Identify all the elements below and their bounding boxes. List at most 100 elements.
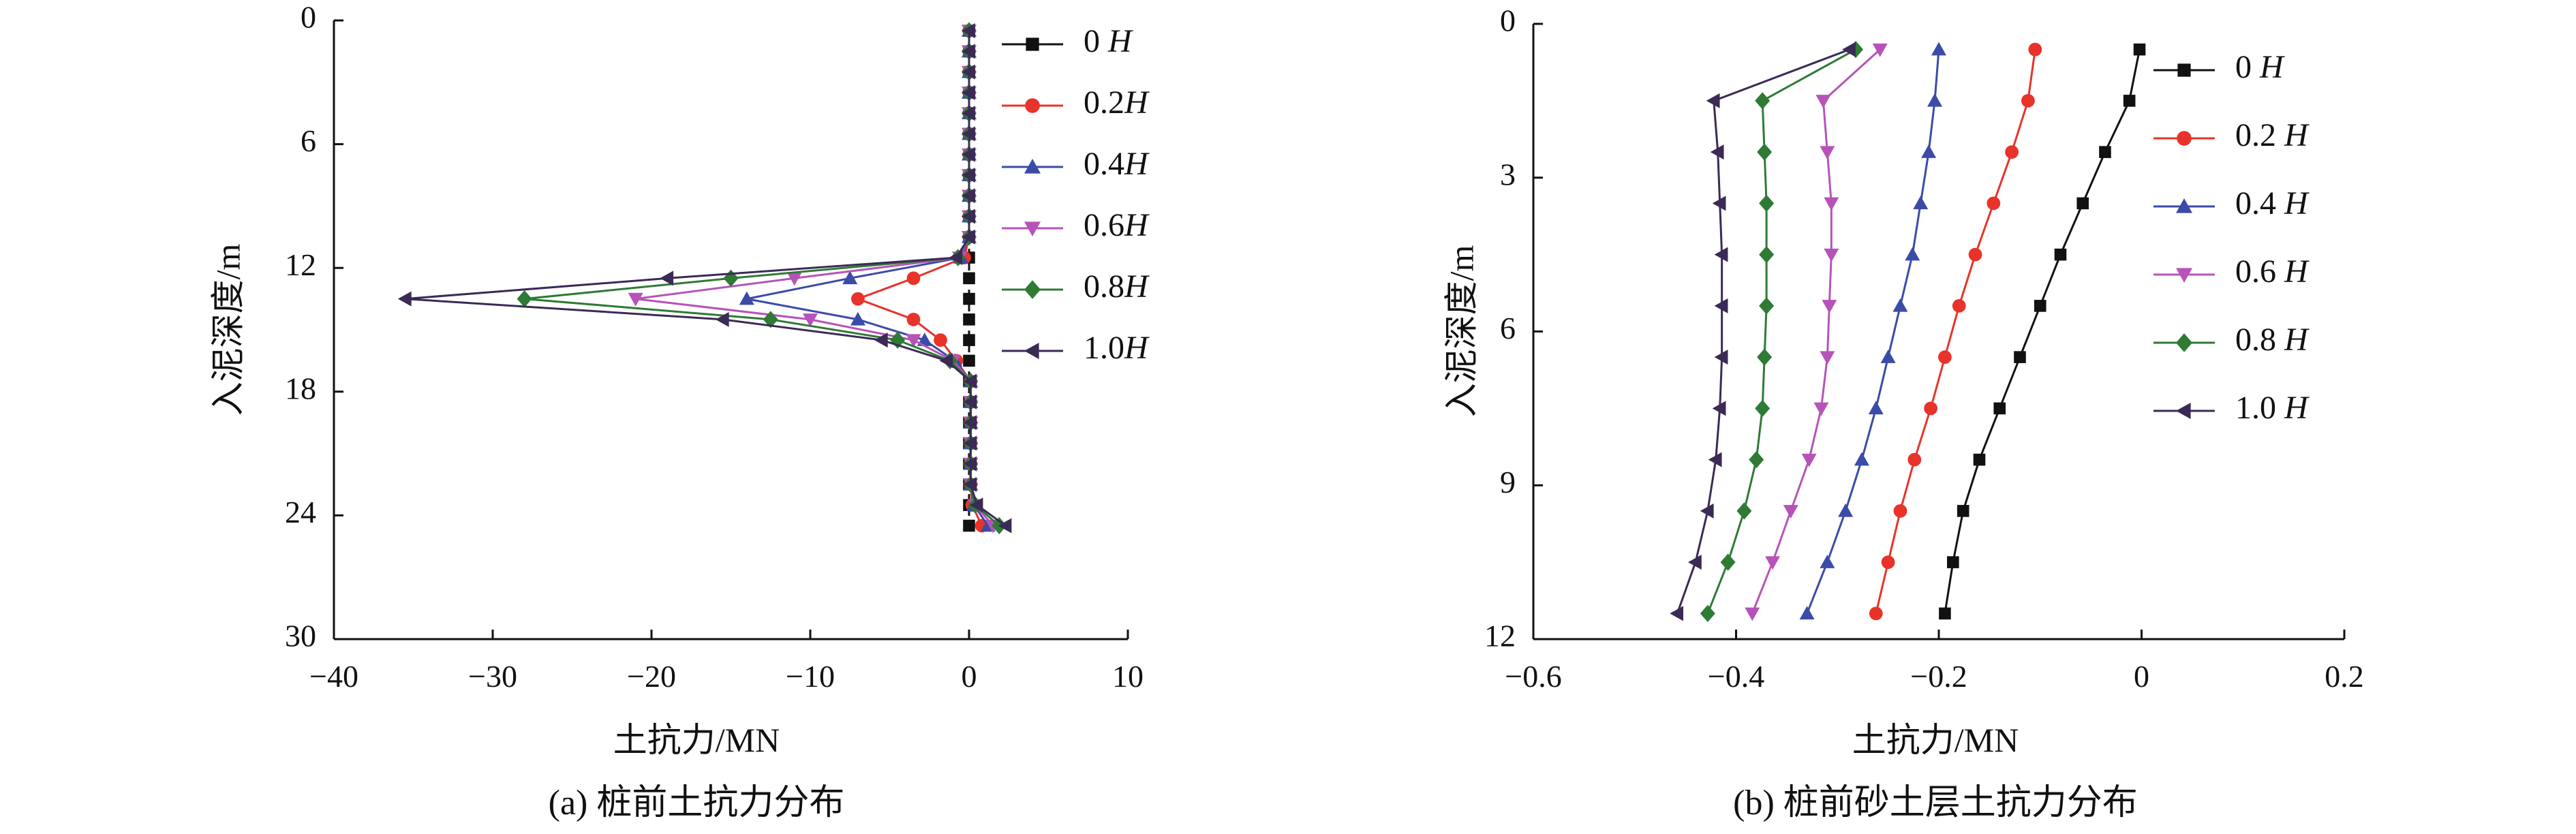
data-point (962, 23, 975, 39)
data-point (1842, 42, 1856, 57)
x-tick-label: −30 (468, 659, 517, 694)
legend-label: 0.2 H (2235, 117, 2310, 153)
data-point (962, 106, 975, 121)
data-point (1921, 144, 1937, 158)
data-point (1706, 93, 1720, 108)
series-line (1706, 48, 1856, 614)
data-point (2054, 248, 2067, 261)
legend-label: 0 H (2235, 49, 2285, 85)
data-point (2028, 42, 2042, 57)
data-point (739, 291, 754, 305)
x-tick-label: −0.4 (1708, 659, 1764, 694)
y-tick-label: 12 (1484, 619, 1516, 653)
series-line (1751, 48, 1881, 614)
data-point (1820, 146, 1835, 160)
data-point (1924, 401, 1938, 416)
legend-marker (1024, 221, 1041, 236)
data-point (1736, 502, 1752, 520)
x-axis-title: 土抗力/MN (613, 721, 780, 759)
data-point (660, 271, 674, 286)
x-axis-title: 土抗力/MN (1852, 721, 2019, 759)
panel-caption: (a) 桩前土抗力分布 (549, 784, 845, 822)
legend-marker (2176, 268, 2192, 283)
data-point (397, 291, 412, 307)
legend-entry: 0.8H (1002, 268, 1150, 305)
data-point (1947, 556, 1959, 568)
data-point (998, 518, 1012, 534)
data-point (1838, 503, 1854, 517)
series-line (1875, 49, 2036, 614)
x-tick-label: 0 (962, 659, 977, 694)
data-point (906, 271, 921, 285)
y-tick-label: 0 (1500, 3, 1516, 38)
data-point (1973, 453, 1986, 466)
data-point (1815, 95, 1831, 108)
data-point (963, 435, 977, 451)
data-point (1813, 402, 1829, 416)
legend-label: 0.8 H (2235, 322, 2310, 358)
series-line (1676, 48, 1850, 614)
y-tick-label: 0 (301, 0, 316, 35)
data-point (962, 64, 975, 80)
y-tick-label: 24 (285, 495, 316, 529)
legend-marker (1025, 98, 1040, 113)
data-point (1952, 298, 1966, 313)
legend-marker (1026, 37, 1039, 51)
data-point (2005, 145, 2019, 159)
data-point (963, 292, 975, 305)
data-point (1854, 452, 1869, 466)
data-point (1869, 606, 1883, 621)
legend-entry: 0.8 H (2153, 322, 2310, 358)
y-tick-label: 30 (285, 619, 316, 653)
data-point (1905, 247, 1920, 261)
data-point (517, 290, 532, 308)
legend-entry: 0.4 H (2153, 185, 2310, 221)
data-point (1820, 351, 1835, 365)
panel-b: −0.6 −0.4 −0.2 0 0.2 0 3 6 9 12 土抗力/MN 入泥深度/m (b) 桩前… (1442, 3, 2363, 822)
legend-entry: 0.2 H (2153, 117, 2310, 153)
data-point (963, 313, 975, 326)
data-point (1881, 555, 1895, 570)
data-point (1799, 606, 1815, 620)
data-point (949, 250, 963, 266)
data-point (715, 311, 729, 327)
data-point (1892, 298, 1908, 312)
data-point (963, 519, 975, 532)
data-point (803, 313, 818, 327)
data-point (1822, 300, 1837, 313)
data-point (1745, 607, 1760, 621)
x-tick-label: 10 (1112, 659, 1144, 694)
data-point (1757, 348, 1773, 366)
x-tick-label: −10 (786, 659, 835, 694)
data-point (963, 415, 977, 431)
data-point (1759, 194, 1775, 213)
data-point (962, 126, 975, 142)
panel-a: −40 −30 −20 −10 0 10 0 6 12 18 24 30 土抗力/MN 入泥深度/m (a)… (209, 0, 1150, 822)
y-tick-label: 6 (301, 123, 316, 158)
data-point (1720, 553, 1736, 571)
x-tick-label: −20 (627, 659, 676, 694)
legend-label: 0.2H (1084, 84, 1150, 121)
data-point (2021, 93, 2035, 108)
series-1 (1869, 42, 2042, 621)
data-point (1824, 248, 1839, 262)
data-point (1759, 245, 1775, 264)
data-point (1824, 197, 1839, 211)
data-point (962, 208, 975, 224)
x-tick-label: 0 (2134, 659, 2149, 694)
data-point (1931, 42, 1946, 56)
data-point (2076, 197, 2089, 210)
data-point (962, 44, 975, 59)
data-point (1714, 350, 1728, 365)
data-point (1907, 452, 1922, 467)
data-point (851, 292, 865, 306)
data-point (963, 394, 977, 410)
data-point (1801, 453, 1817, 467)
legend-label: 1.0H (1084, 330, 1150, 366)
data-point (1880, 350, 1896, 363)
data-point (1749, 450, 1764, 469)
data-point (1868, 401, 1884, 415)
legend-marker (1024, 280, 1041, 299)
data-point (1927, 93, 1943, 107)
